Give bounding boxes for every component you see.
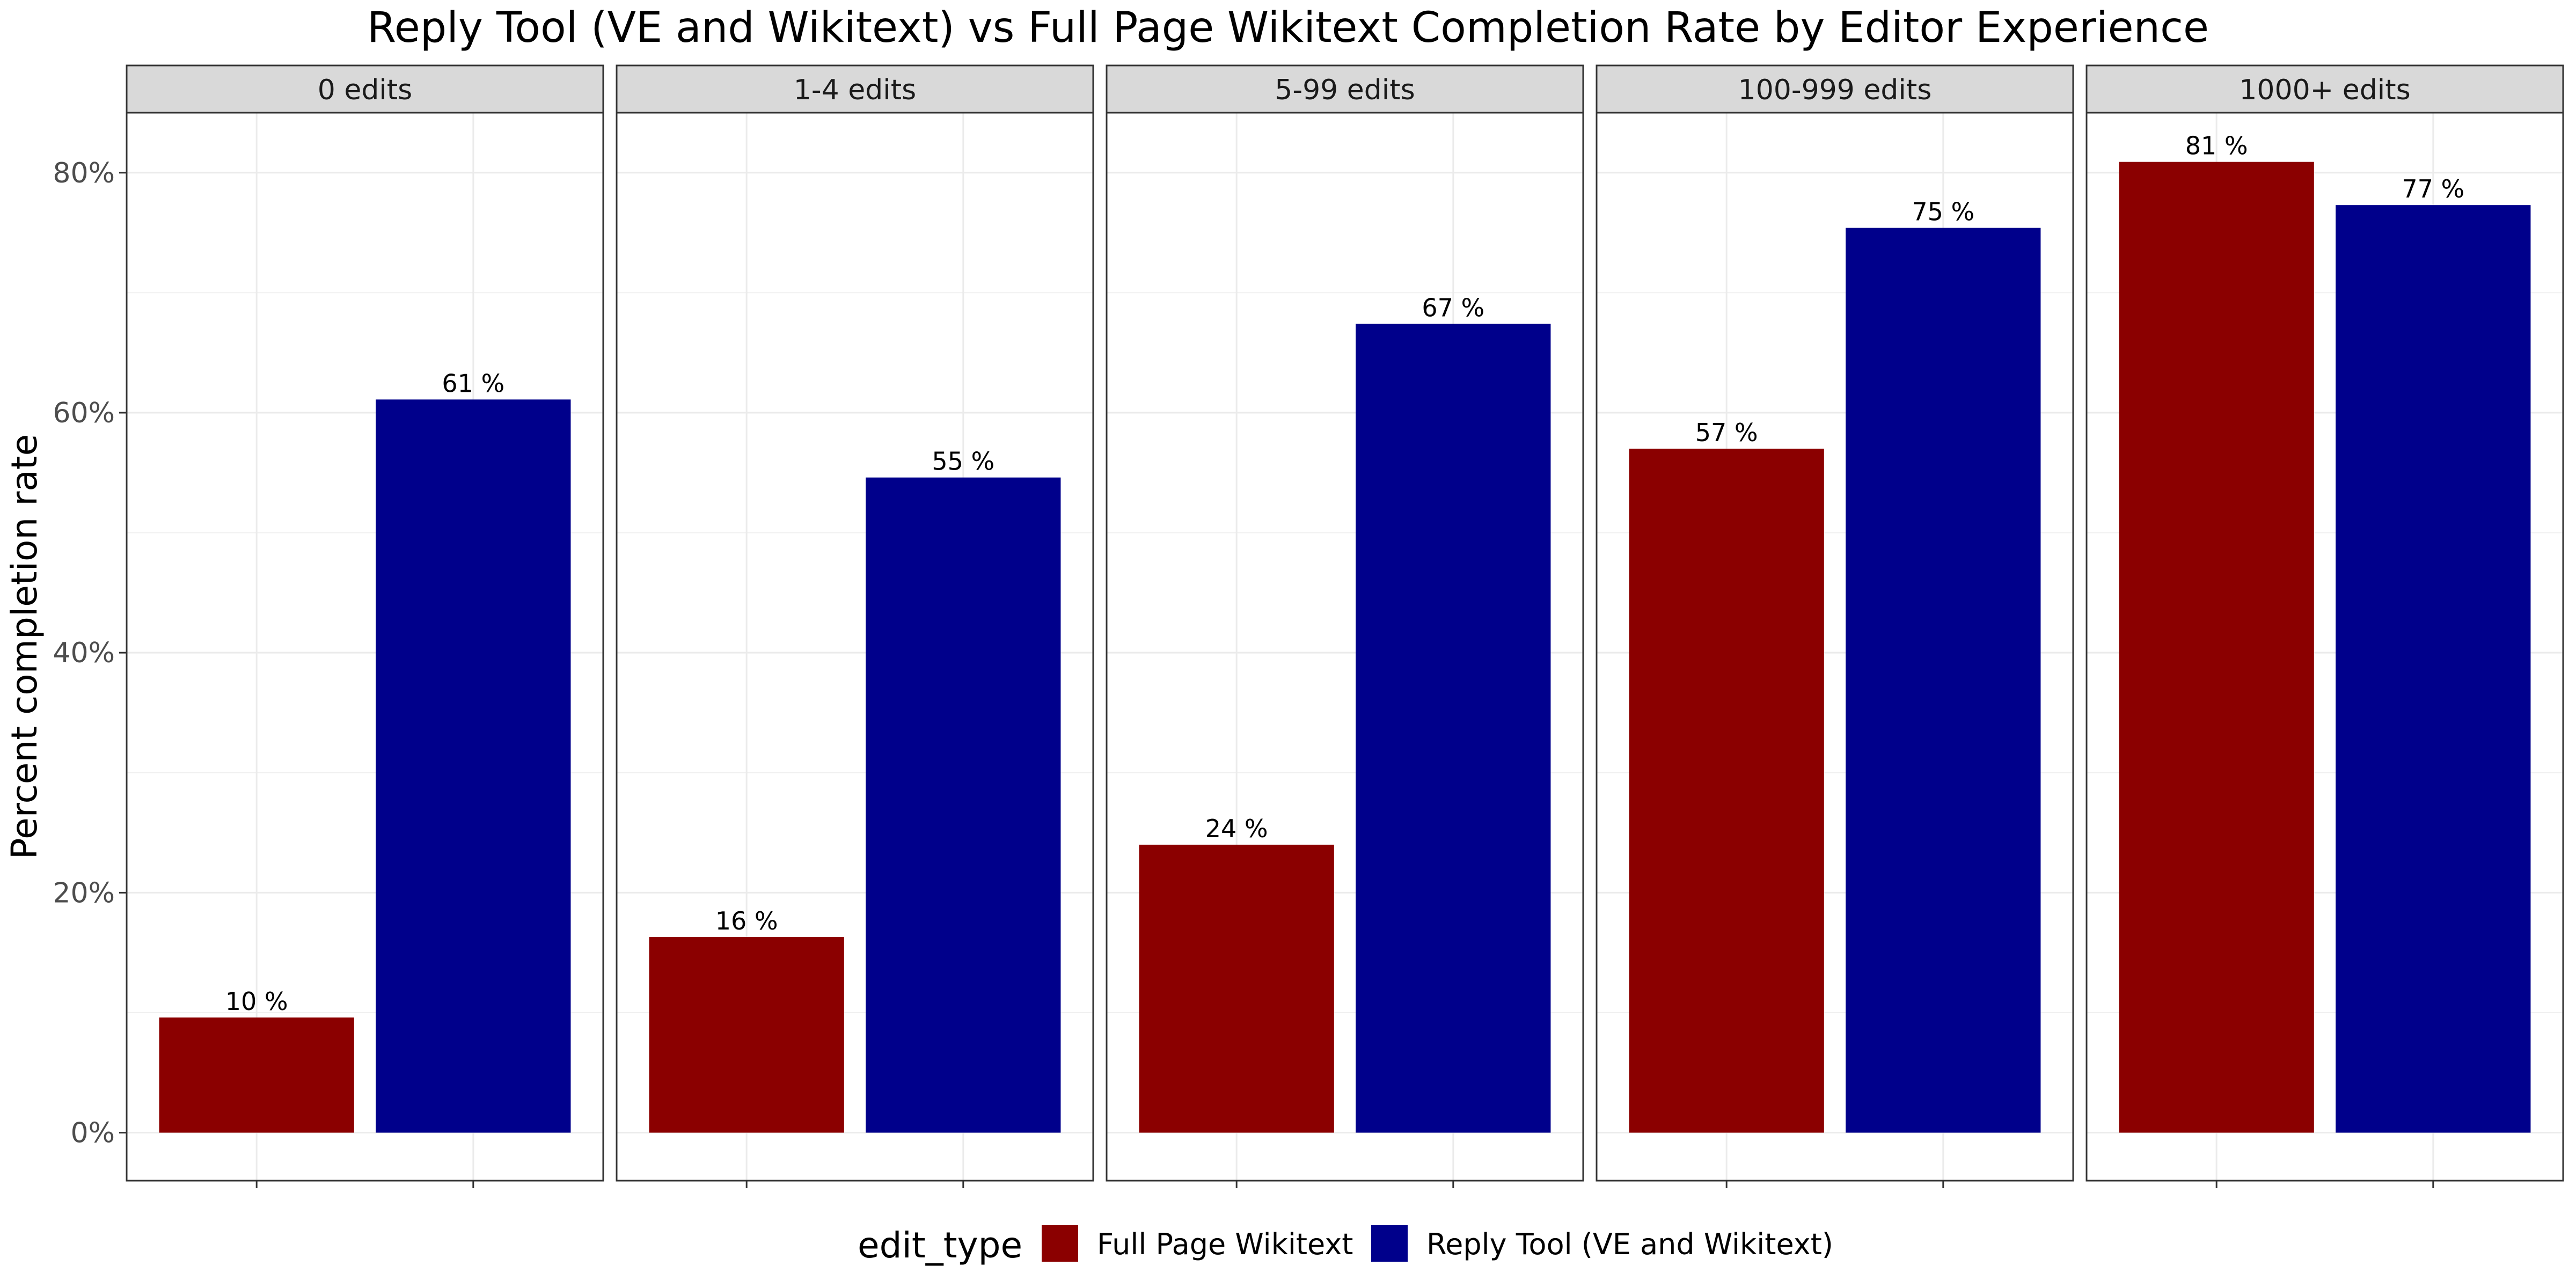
bar [159, 1017, 354, 1133]
facet-strip-label: 100-999 edits [1738, 74, 1932, 106]
legend-label: Reply Tool (VE and Wikitext) [1426, 1227, 1833, 1261]
legend: edit_type Full Page Wikitext Reply Tool (… [858, 1225, 1833, 1266]
bar [1139, 844, 1334, 1133]
y-axis-label: Percent completion rate [4, 434, 45, 860]
bar-value-label: 24 % [1205, 814, 1268, 843]
bar-value-label: 57 % [1695, 418, 1758, 447]
y-tick-label: 20% [53, 877, 115, 909]
facet-strip-label: 5-99 edits [1275, 74, 1415, 106]
legend-label: Full Page Wikitext [1097, 1227, 1353, 1261]
facet-panel: 24 % 67 % 5-99 edits [1106, 64, 1584, 1188]
bar-value-label: 55 % [932, 447, 994, 476]
facet-strip [126, 64, 604, 114]
y-axis-ticks: 0% 20% 40% 60% 80% [53, 157, 127, 1150]
y-tick-label: 60% [53, 397, 115, 429]
legend-items: Full Page Wikitext Reply Tool (VE and Wik… [1042, 1225, 1833, 1262]
legend-swatch [1042, 1225, 1078, 1262]
bar [649, 937, 844, 1133]
bar [866, 477, 1061, 1133]
bar [2119, 162, 2314, 1133]
bar-value-label: 10 % [225, 987, 288, 1016]
bar-value-label: 16 % [715, 906, 778, 935]
bar-value-label: 61 % [442, 369, 504, 398]
y-tick-label: 0% [71, 1117, 115, 1150]
facet-strip-label: 1000+ edits [2239, 74, 2410, 106]
facet-panel: 16 % 55 % 1-4 edits [616, 64, 1094, 1188]
facet-strip [2085, 64, 2564, 114]
y-tick-label: 40% [53, 637, 115, 669]
bar [376, 399, 571, 1133]
facet-panel: 81 % 77 % 1000+ edits [2085, 64, 2564, 1188]
bar [1846, 228, 2041, 1133]
facet-panels: 10 % 61 % 0 edits 16 % 55 % 1-4 edits 24 % 67 %… [126, 64, 2564, 1188]
facet-panel: 10 % 61 % 0 edits [126, 64, 604, 1188]
facet-strip [1596, 64, 2074, 114]
bar-value-label: 75 % [1912, 197, 1974, 226]
facet-panel: 57 % 75 % 100-999 edits [1596, 64, 2074, 1188]
bar [1629, 449, 1824, 1133]
facet-strip [1106, 64, 1584, 114]
legend-item: Reply Tool (VE and Wikitext) [1371, 1225, 1833, 1262]
bar-value-label: 81 % [2185, 131, 2248, 160]
bar-value-label: 67 % [1422, 294, 1484, 323]
y-tick-label: 80% [53, 157, 115, 189]
facet-strip-label: 0 edits [318, 74, 413, 106]
chart-title: Reply Tool (VE and Wikitext) vs Full Pag… [367, 4, 2209, 52]
bar [1356, 324, 1551, 1133]
bar [2336, 205, 2531, 1133]
legend-swatch [1371, 1225, 1408, 1262]
legend-item: Full Page Wikitext [1042, 1225, 1353, 1262]
facet-strip-label: 1-4 edits [794, 74, 916, 106]
bar-value-label: 77 % [2402, 174, 2464, 203]
legend-title: edit_type [858, 1225, 1022, 1266]
facet-strip [616, 64, 1094, 114]
